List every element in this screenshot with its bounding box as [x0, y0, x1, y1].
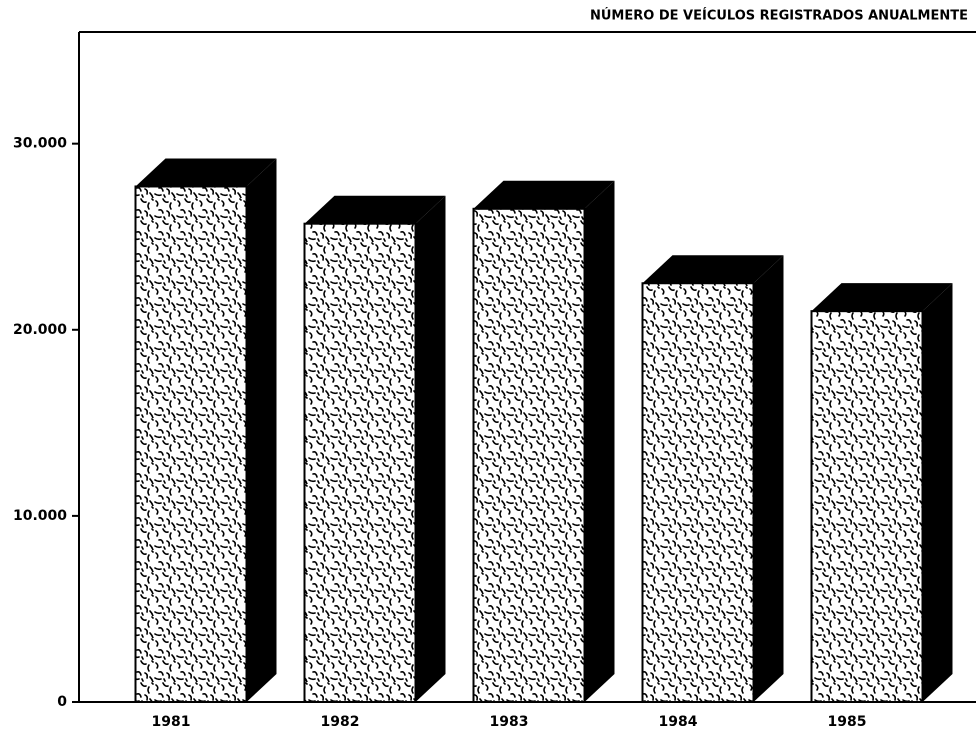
bar — [810, 310, 924, 703]
x-tick-label: 1985 — [828, 714, 867, 730]
bar-side — [584, 180, 615, 703]
bar — [641, 282, 755, 703]
bar-side — [922, 283, 953, 702]
y-tick-label: 30.000 — [13, 136, 67, 152]
bar-top — [135, 158, 277, 187]
y-tick-label: 10.000 — [13, 508, 67, 524]
y-tick-label: 0 — [57, 694, 67, 710]
x-tick-label: 1982 — [321, 714, 360, 730]
bar — [303, 222, 417, 703]
bar-top — [811, 283, 953, 312]
chart-title: NÚMERO DE VEÍCULOS REGISTRADOS ANUALMENT… — [590, 8, 968, 24]
bar — [472, 207, 586, 704]
bar-top — [642, 255, 784, 284]
x-tick-label: 1984 — [659, 714, 698, 730]
bar-top — [304, 195, 446, 224]
y-tick-label: 20.000 — [13, 322, 67, 338]
x-tick-label: 1983 — [490, 714, 529, 730]
x-tick-label: 1981 — [152, 714, 191, 730]
bar — [134, 185, 248, 703]
bar-side — [753, 255, 784, 702]
bar-side — [415, 195, 446, 702]
bar-top — [473, 180, 615, 209]
bar-side — [246, 158, 277, 702]
